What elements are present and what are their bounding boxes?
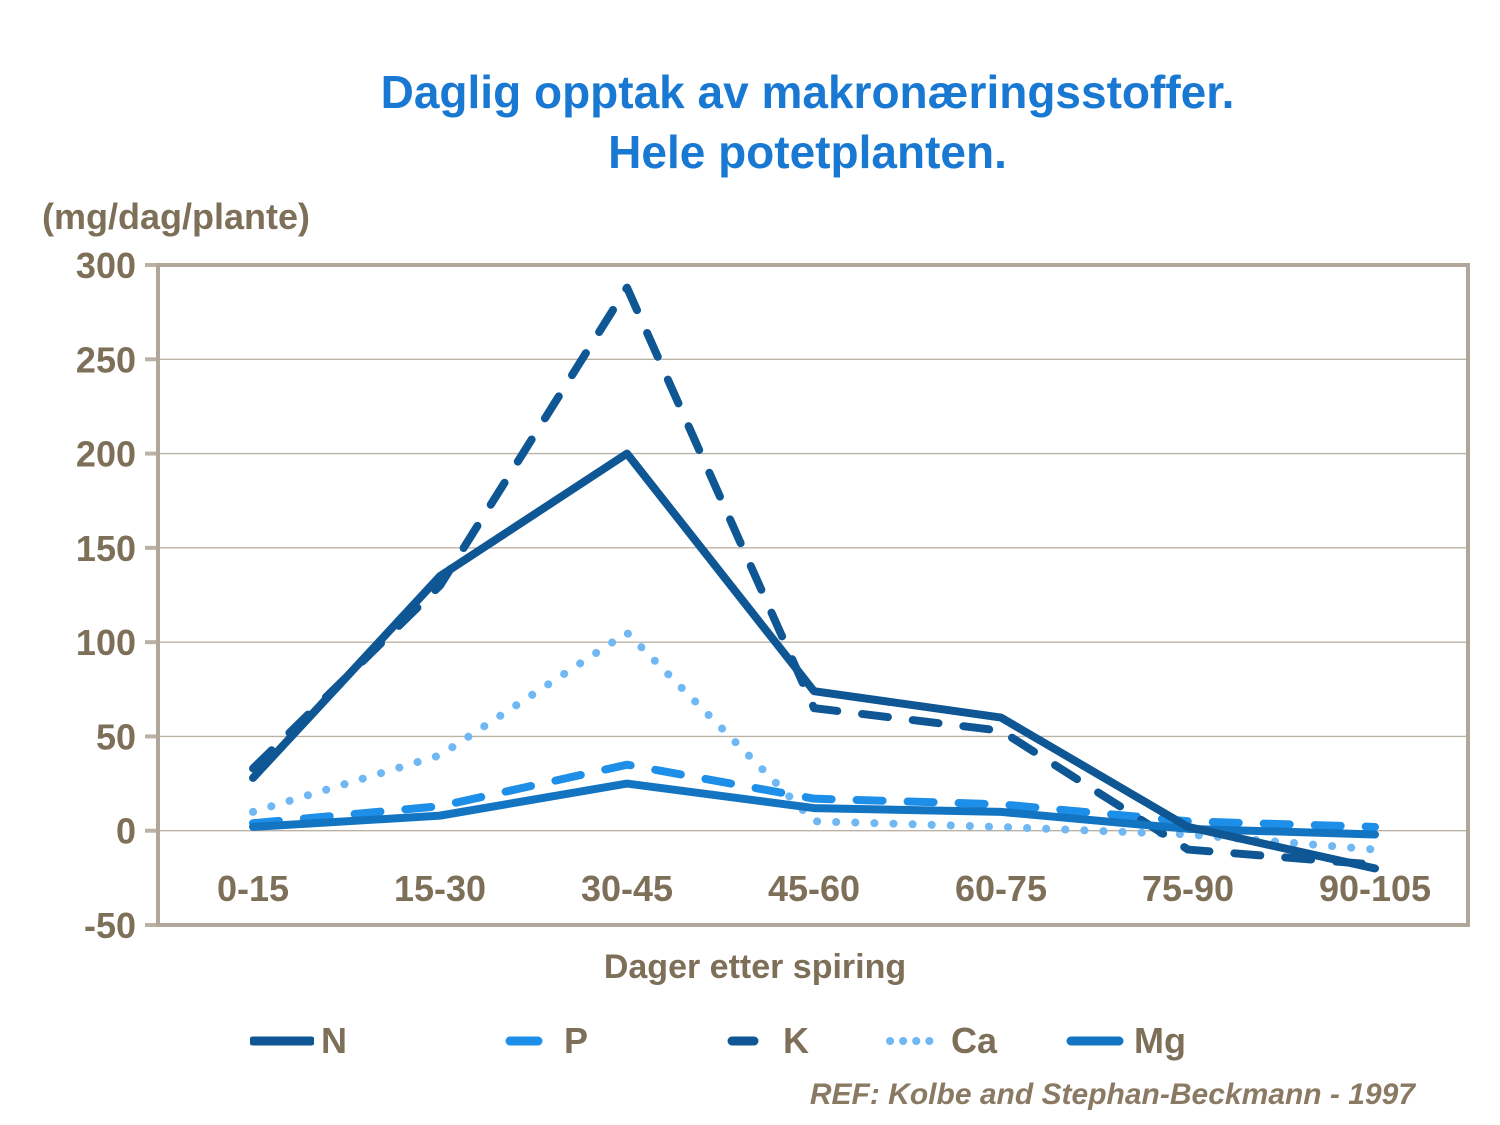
legend-item-N: N	[250, 1018, 347, 1064]
y-tick-label: 50	[96, 716, 136, 757]
y-tick-label: 300	[76, 245, 136, 286]
legend-item-Ca: Ca	[880, 1018, 997, 1064]
y-tick-label: -50	[84, 905, 136, 946]
series-line-N	[249, 449, 1379, 873]
legend-label-Ca: Ca	[951, 1020, 998, 1061]
legend-marker-Ca	[886, 1037, 934, 1045]
legend-label-Mg: Mg	[1134, 1020, 1186, 1061]
y-tick-label: 150	[76, 528, 136, 569]
y-tick-label: 250	[76, 339, 136, 380]
series-line-P	[249, 760, 1379, 831]
x-category-label: 15-30	[394, 868, 486, 909]
x-category-label: 60-75	[955, 868, 1047, 909]
x-category-label: 45-60	[768, 868, 860, 909]
x-category-label: 90-105	[1319, 868, 1431, 909]
legend-marker-N	[250, 1036, 314, 1046]
y-tick-label: 0	[116, 811, 136, 852]
y-tick-label: 200	[76, 434, 136, 475]
x-category-label: 75-90	[1142, 868, 1234, 909]
chart-title-line2: Hele potetplanten.	[608, 126, 1007, 178]
chart-legend: N P K Ca Mg	[0, 1018, 1500, 1064]
legend-item-Mg: Mg	[1063, 1018, 1186, 1064]
legend-label-N: N	[321, 1020, 347, 1061]
legend-item-P: P	[493, 1018, 588, 1064]
x-category-label: 30-45	[581, 868, 673, 909]
x-axis-title: Dager etter spiring	[603, 948, 907, 986]
series-line-Ca	[249, 628, 1379, 854]
legend-item-K: K	[712, 1018, 809, 1064]
legend-marker-P	[505, 1036, 543, 1046]
legend-label-K: K	[783, 1020, 809, 1061]
reference-text: REF: Kolbe and Stephan-Beckmann - 1997	[809, 1078, 1415, 1111]
x-category-label: 0-15	[217, 868, 289, 909]
legend-marker-K	[727, 1036, 759, 1046]
legend-label-P: P	[564, 1020, 589, 1061]
y-tick-label: 100	[76, 622, 136, 663]
chart-title: Daglig opptak av makronæringsstoffer. He…	[115, 62, 1500, 182]
legend-marker-Mg	[1066, 1036, 1124, 1046]
plot-border	[156, 263, 1470, 927]
chart-title-line1: Daglig opptak av makronæringsstoffer.	[380, 66, 1235, 118]
series-line-K	[249, 283, 1379, 869]
y-axis-unit-label: (mg/dag/plante)	[42, 196, 310, 237]
